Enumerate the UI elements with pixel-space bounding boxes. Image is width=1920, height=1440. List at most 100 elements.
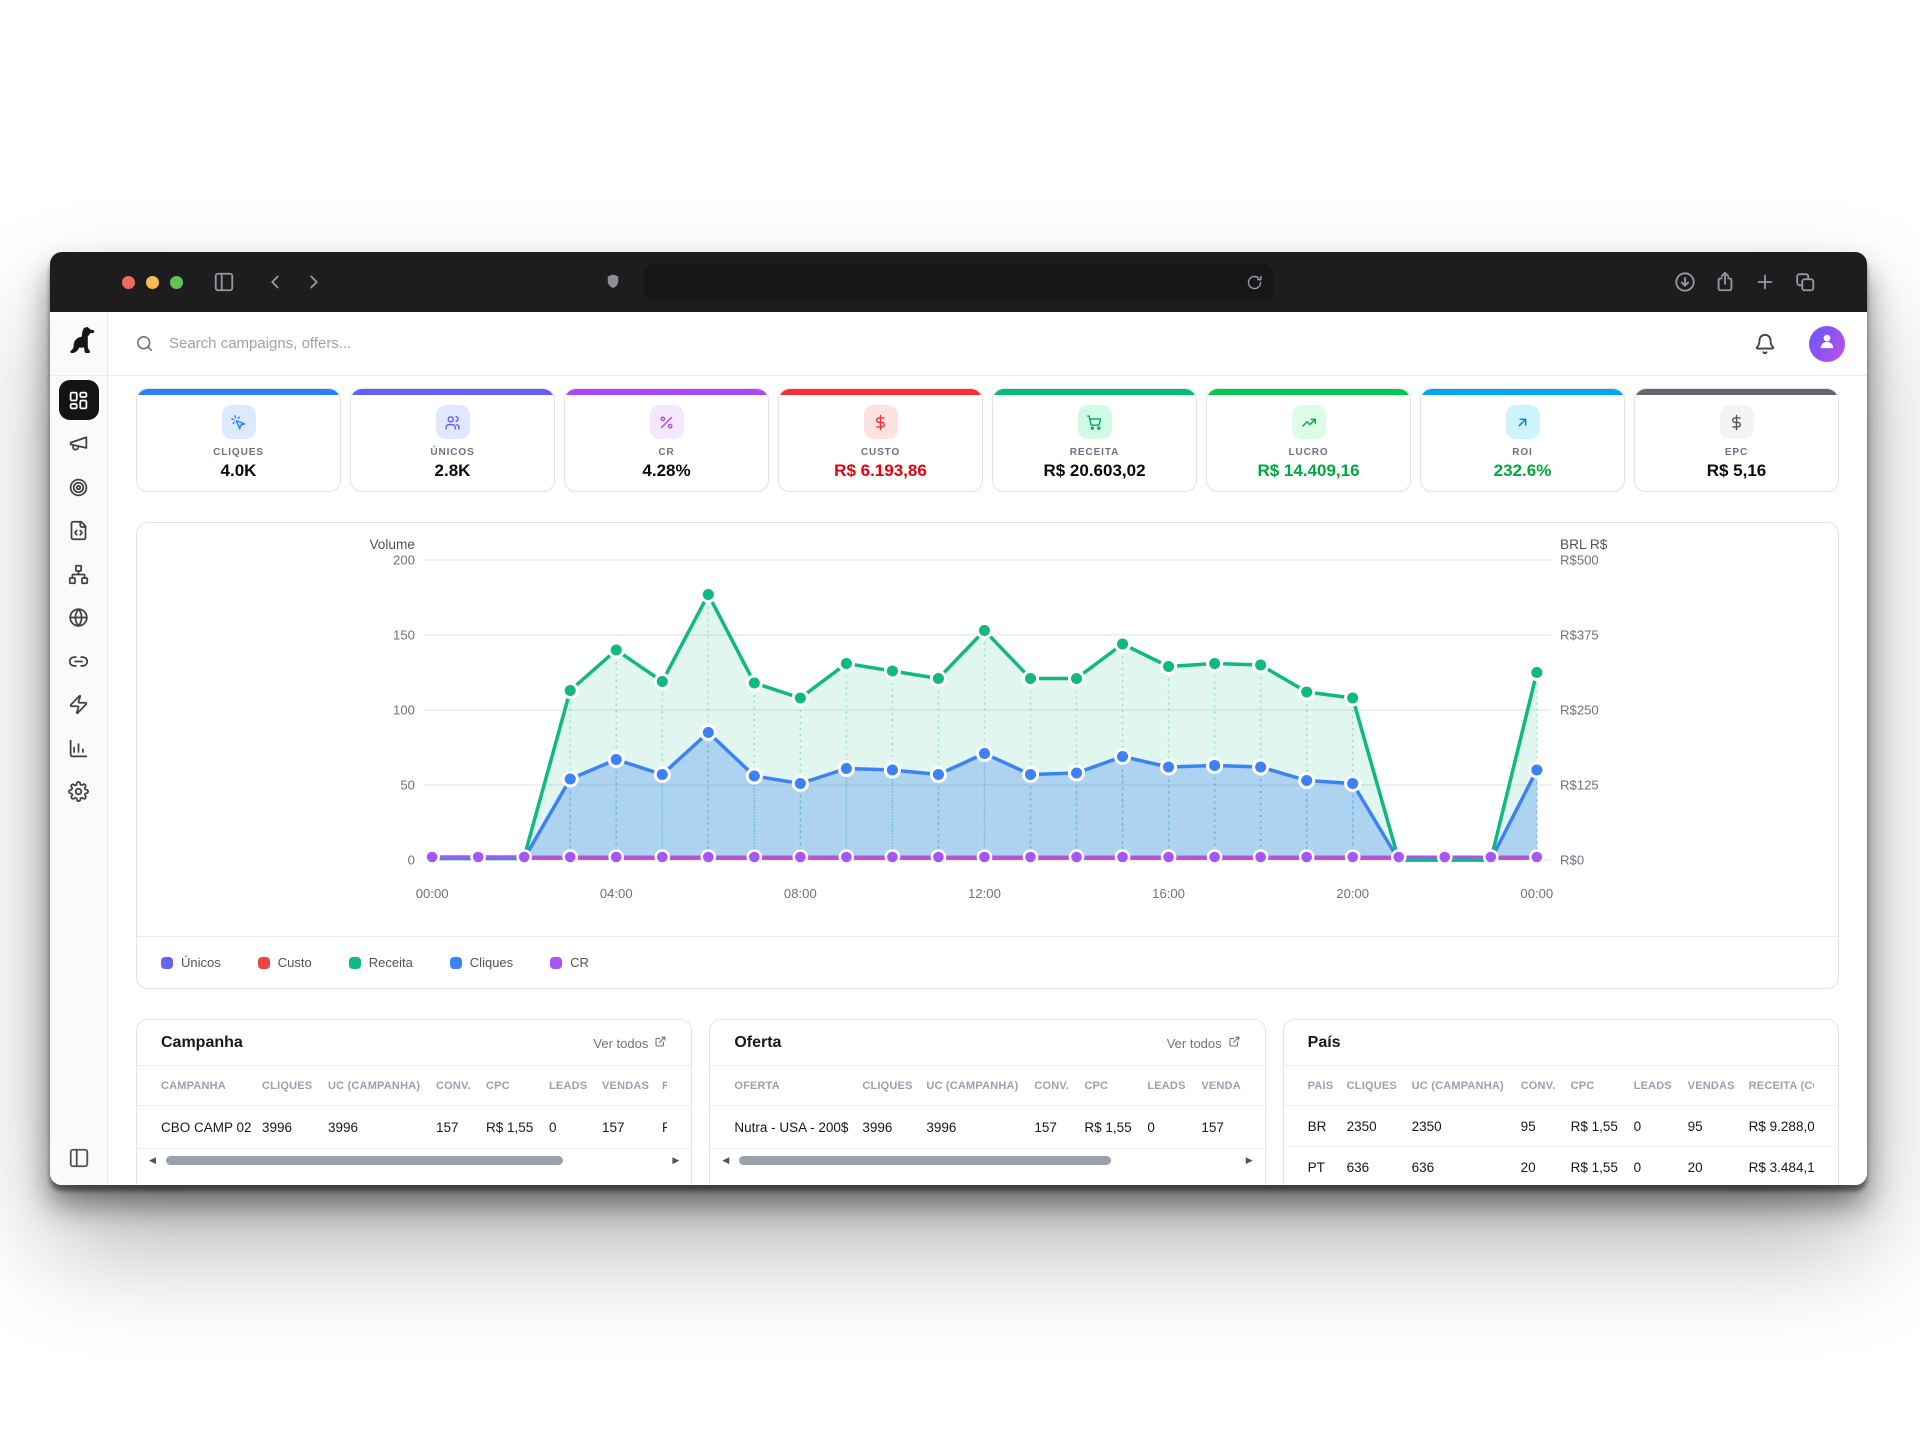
tabs-overview-icon[interactable]	[1794, 271, 1816, 293]
dashboard-content: CLIQUES 4.0K ÚNICOS 2.8K CR 4.28% CUSTO R$ 6.19…	[108, 376, 1867, 1185]
sidebar-toggle-icon[interactable]	[213, 271, 235, 293]
scrollbar-thumb[interactable]	[739, 1156, 1112, 1165]
scroll-left-icon[interactable]: ◀	[722, 1155, 730, 1165]
table-card-campanha: Campanha Ver todos CAMPANHA CLIQUES UC (CAMP…	[136, 1019, 693, 1185]
sidebar-item-megaphone-icon[interactable]	[59, 424, 99, 464]
svg-text:20:00: 20:00	[1336, 886, 1369, 901]
column-header: CONV.	[1034, 1079, 1070, 1092]
address-bar[interactable]	[644, 263, 1273, 301]
legend-label: Receita	[368, 955, 413, 970]
table-cell: R$ 1,55	[486, 1119, 534, 1135]
shield-icon[interactable]	[604, 273, 622, 291]
svg-text:00:00: 00:00	[1520, 886, 1553, 901]
svg-text:R$0: R$0	[1560, 853, 1584, 868]
sidebar-item-layout-dashboard-icon[interactable]	[58, 380, 99, 420]
legend-label: Únicos	[181, 955, 221, 970]
collapse-sidebar-icon[interactable]	[68, 1147, 90, 1174]
zoom-button[interactable]	[170, 275, 183, 289]
svg-text:100: 100	[393, 703, 415, 718]
table-cell: 636	[1411, 1159, 1435, 1175]
kpi-label: LUCRO	[1288, 447, 1329, 458]
avatar[interactable]	[1809, 325, 1845, 362]
table-cell: 95	[1687, 1118, 1703, 1134]
scroll-left-icon[interactable]: ◀	[149, 1155, 156, 1165]
sidebar-item-globe-icon[interactable]	[59, 598, 99, 638]
search-input[interactable]	[167, 334, 1741, 353]
kpi-value: 2.8K	[434, 461, 471, 480]
legend-item-cliques[interactable]: Cliques	[449, 955, 513, 970]
kpi-row: CLIQUES 4.0K ÚNICOS 2.8K CR 4.28% CUSTO R$ 6.19…	[136, 388, 1839, 492]
scroll-right-icon[interactable]: ▶	[1245, 1155, 1253, 1165]
table-cell: 0	[1633, 1118, 1642, 1134]
table-cell: 95	[1520, 1118, 1536, 1134]
kpi-accent-bar	[993, 389, 1196, 395]
kpi-card-lucro: LUCRO R$ 14.409,16	[1206, 388, 1411, 492]
legend-chip	[449, 956, 462, 969]
ver-todos-link[interactable]: Ver todos	[593, 1035, 667, 1051]
sidebar-item-file-code-icon[interactable]	[59, 511, 99, 551]
scrollbar-thumb[interactable]	[165, 1156, 563, 1165]
kpi-card-epc: EPC R$ 5,16	[1634, 388, 1839, 492]
table-card-header: Oferta Ver todos	[710, 1020, 1265, 1066]
traffic-chart-card: 0 R$0 50 R$125 100 R$250 150 R$375 200 R$500 Volum…	[136, 522, 1839, 989]
sidebar-item-zap-icon[interactable]	[59, 685, 99, 725]
dollar-icon	[863, 405, 898, 439]
sidebar-item-network-icon[interactable]	[59, 554, 99, 594]
table-title: País	[1307, 1034, 1341, 1051]
forward-icon[interactable]	[303, 271, 325, 293]
legend-chip	[550, 956, 563, 969]
dog-logo-icon[interactable]	[50, 312, 107, 376]
sidebar-item-gear-icon[interactable]	[59, 772, 99, 812]
legend-item-custo[interactable]: Custo	[257, 955, 312, 970]
scrollbar-track[interactable]	[163, 1156, 665, 1165]
table-card-header: Campanha Ver todos	[137, 1020, 692, 1066]
reload-icon[interactable]	[1246, 274, 1263, 291]
sidebar-item-link-icon[interactable]	[59, 641, 99, 681]
back-icon[interactable]	[264, 271, 286, 293]
ver-todos-link[interactable]: Ver todos	[1167, 1035, 1241, 1051]
scrollbar-track[interactable]	[736, 1156, 1238, 1165]
kpi-value: R$ 14.409,16	[1257, 461, 1360, 480]
legend-label: Custo	[277, 955, 312, 970]
legend-item-cr[interactable]: CR	[550, 955, 589, 970]
close-button[interactable]	[122, 275, 135, 289]
kpi-accent-bar	[1635, 389, 1838, 395]
sidebar-item-target-icon[interactable]	[59, 467, 99, 507]
main-area: CLIQUES 4.0K ÚNICOS 2.8K CR 4.28% CUSTO R$ 6.19…	[108, 312, 1867, 1185]
table-cell: 636	[1346, 1159, 1370, 1175]
horizontal-scrollbar: ◀ ▶	[137, 1149, 691, 1165]
table-cell: 2350	[1411, 1118, 1442, 1134]
scroll-right-icon[interactable]: ▶	[672, 1155, 680, 1165]
column-header: CLIQUES	[1346, 1079, 1397, 1092]
table-cell: 0	[549, 1119, 557, 1135]
table-cell: 2350	[1346, 1118, 1377, 1134]
svg-text:R$125: R$125	[1560, 778, 1599, 793]
kpi-label: RECEITA	[1069, 447, 1120, 458]
table-cell: 0	[1147, 1119, 1155, 1135]
kpi-label: CLIQUES	[213, 447, 264, 458]
legend-item-unicos[interactable]: Únicos	[161, 955, 221, 970]
browser-window: CLIQUES 4.0K ÚNICOS 2.8K CR 4.28% CUSTO R$ 6.19…	[50, 252, 1867, 1185]
kpi-value: 4.0K	[220, 461, 257, 480]
column-header: CPC	[1570, 1079, 1595, 1092]
sidebar-item-bar-chart-icon[interactable]	[59, 728, 99, 768]
legend-item-receita[interactable]: Receita	[348, 955, 413, 970]
kpi-accent-bar	[779, 389, 982, 395]
table-cell: 157	[1034, 1119, 1057, 1135]
kpi-card-cr: CR 4.28%	[564, 388, 769, 492]
sidebar-nav	[58, 380, 99, 812]
bell-icon[interactable]	[1754, 333, 1776, 355]
table-cell: R	[662, 1120, 667, 1135]
tables-row: Campanha Ver todos CAMPANHA CLIQUES UC (CAMP…	[136, 1019, 1839, 1185]
table-row: BR 2350 2350 95 R$ 1,55 0 95 R$ 9.288,09	[1283, 1106, 1838, 1147]
share-icon[interactable]	[1714, 271, 1736, 293]
new-tab-icon[interactable]	[1754, 271, 1776, 293]
external-link-icon	[654, 1035, 667, 1051]
table-cell: R$ 1,55	[1570, 1159, 1618, 1175]
table-header-row: PAÍS CLIQUES UC (CAMPANHA) CONV. CPC LEADS VEN…	[1283, 1066, 1838, 1106]
column-header: LEADS	[549, 1079, 588, 1092]
minimize-button[interactable]	[146, 275, 159, 289]
download-icon[interactable]	[1674, 271, 1696, 293]
column-header: R	[662, 1080, 667, 1092]
